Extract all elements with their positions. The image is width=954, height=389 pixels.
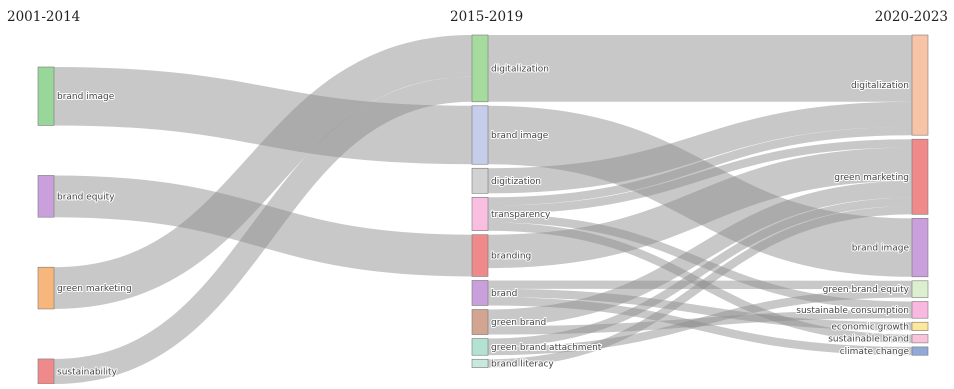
label-p2-green-brand-attachment: green brand attachment (491, 343, 602, 353)
label-p2-brand: brand (491, 289, 517, 299)
label-p3-sustainable-consumption: sustainable consumption (796, 306, 909, 316)
period-title-2001-2014: 2001-2014 (7, 9, 80, 25)
node-p2-digitization[interactable] (472, 168, 488, 193)
node-p3-sustainable-consumption[interactable] (912, 302, 928, 319)
label-p2-digitization: digitization (491, 177, 541, 187)
label-p3-climate-change: climate change (840, 347, 910, 357)
node-p3-digitalization[interactable] (912, 35, 928, 135)
period-title-2020-2023: 2020-2023 (875, 9, 948, 25)
label-p2-branding: branding (491, 252, 531, 262)
node-p3-economic-growth[interactable] (912, 322, 928, 330)
label-p1-brand-equity: brand equity (57, 192, 115, 202)
node-p1-brand-equity[interactable] (38, 175, 54, 217)
node-p2-digitalization[interactable] (472, 35, 488, 102)
node-p3-brand-image[interactable] (912, 218, 928, 276)
label-p3-green-brand-equity: green brand equity (823, 285, 910, 295)
label-p2-transparency: transparency (491, 210, 551, 220)
period-title-2015-2019: 2015-2019 (450, 9, 523, 25)
node-p1-sustainability[interactable] (38, 359, 54, 384)
node-p3-sustainable-brand[interactable] (912, 335, 928, 343)
label-p1-green-marketing: green marketing (57, 284, 132, 294)
node-p3-green-marketing[interactable] (912, 139, 928, 214)
node-p3-green-brand-equity[interactable] (912, 281, 928, 298)
node-p2-green-brand-attachment[interactable] (472, 339, 488, 356)
node-p2-brand-literacy[interactable] (472, 359, 488, 367)
node-p1-green-marketing[interactable] (38, 267, 54, 309)
node-p3-climate-change[interactable] (912, 347, 928, 355)
node-p2-brand[interactable] (472, 280, 488, 305)
label-p2-brand-image: brand image (491, 131, 549, 141)
label-p2-green-brand: green brand (491, 318, 546, 328)
node-p1-brand-image[interactable] (38, 67, 54, 125)
node-p2-branding[interactable] (472, 235, 488, 277)
label-p3-green-marketing: green marketing (834, 173, 909, 183)
label-p3-sustainable-brand: sustainable brand (828, 335, 909, 345)
label-p2-brand-literacy: brand literacy (491, 359, 554, 369)
label-p3-digitalization: digitalization (851, 81, 909, 91)
label-p3-brand-image: brand image (852, 244, 910, 254)
label-p2-digitalization: digitalization (491, 64, 549, 74)
node-p2-green-brand[interactable] (472, 310, 488, 335)
node-p2-brand-image[interactable] (472, 106, 488, 164)
label-p3-economic-growth: economic growth (831, 322, 909, 332)
label-p1-brand-image: brand image (57, 92, 115, 102)
label-p1-sustainability: sustainability (57, 367, 118, 377)
node-p2-transparency[interactable] (472, 197, 488, 230)
